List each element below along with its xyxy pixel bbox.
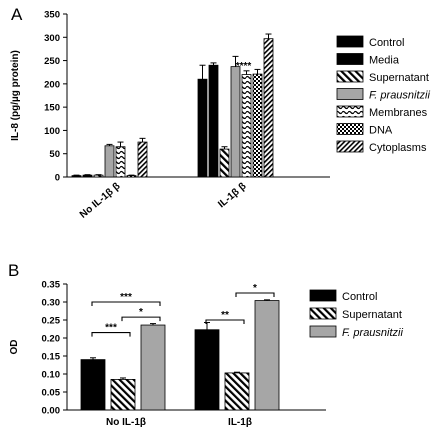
legend-label-supernatant: Supernatant <box>342 309 402 321</box>
legend-swatch-media <box>336 53 364 65</box>
legend-label-control: Control <box>369 37 404 49</box>
legend-label-media: Media <box>369 55 400 67</box>
legend-swatch-supernatant <box>309 307 337 320</box>
significance-bracket <box>91 332 131 337</box>
legend-swatch-supernatant <box>336 70 364 83</box>
legend-label-dna: DNA <box>369 125 393 137</box>
bar-supernatant <box>93 174 104 178</box>
y-axis-title: IL-8 (pg/µg protein) <box>10 50 21 141</box>
significance-label: ** <box>221 310 229 321</box>
category-label: IL-1β <box>228 417 252 428</box>
bar-cytoplasms <box>263 38 274 178</box>
category-label: IL-1β β <box>216 181 248 210</box>
significance-bracket <box>121 316 161 322</box>
legend-swatch-f-prausnitzii <box>309 325 337 338</box>
legend-label-f-prausnitzii: F. prausnitzii <box>342 327 403 339</box>
significance-bracket <box>235 292 275 297</box>
legend-swatch-control <box>309 289 337 302</box>
significance-label: * <box>139 307 143 318</box>
y-tick-label: 0.05 <box>42 388 61 399</box>
bar-f-prausnitzii <box>254 300 280 411</box>
panel-b-label: B <box>8 261 19 280</box>
significance-bracket <box>91 301 161 306</box>
y-tick-label: 0.35 <box>42 280 61 291</box>
chart-b: 0.00 0.05 0.10 0.15 0.20 0.25 0.30 0.35 OD No IL-… <box>9 280 403 429</box>
y-tick-label: 0.30 <box>42 298 61 309</box>
significance-label: *** <box>120 292 132 303</box>
y-tick-label: 0.25 <box>42 316 61 327</box>
y-tick-label: 100 <box>44 126 60 137</box>
legend-label-supernatant: Supernatant <box>369 72 429 84</box>
legend-label-f-prausnitzii: F. prausnitzii <box>369 90 430 102</box>
bar-supernatant <box>110 378 136 411</box>
bar-dna <box>126 175 137 178</box>
legend-label-control: Control <box>342 291 377 303</box>
bar-media <box>82 174 93 178</box>
legend-swatch-control <box>336 35 364 48</box>
y-tick-label: 300 <box>44 33 60 44</box>
y-tick-label: 350 <box>44 10 60 21</box>
legend-label-cytoplasms: Cytoplasms <box>369 142 427 154</box>
bar-control <box>71 175 82 178</box>
legend-swatch-membranes <box>336 105 364 118</box>
bar-media <box>208 64 219 178</box>
y-tick-label: 200 <box>44 79 60 90</box>
legend-swatch-f-prausnitzii <box>336 88 364 100</box>
bar-supernatant <box>224 372 250 411</box>
bar-supernatant <box>219 148 230 178</box>
chart-a: 0 50 100 150 200 250 300 350 IL-8 (pg/µg protein… <box>10 10 430 221</box>
bar-dna <box>252 73 263 178</box>
y-tick-label: 0.10 <box>42 370 61 381</box>
bar-membranes <box>241 74 252 178</box>
y-axis-title: OD <box>9 340 20 355</box>
legend-swatch-cytoplasms <box>336 140 364 153</box>
bar-control <box>197 78 208 178</box>
bar-f-prausnitzii <box>230 66 241 178</box>
y-tick-label: 150 <box>44 103 60 114</box>
panel-a-label: A <box>11 5 23 24</box>
significance-bracket <box>205 319 245 324</box>
bar-control <box>80 359 106 411</box>
bar-cytoplasms <box>137 141 148 178</box>
significance-label: *** <box>105 323 117 334</box>
y-tick-label: 0.20 <box>42 334 61 345</box>
y-tick-label: 0.15 <box>42 352 61 363</box>
legend-label-membranes: Membranes <box>369 107 428 119</box>
significance-annotation: **** <box>236 61 252 72</box>
y-tick-label: 50 <box>49 149 60 160</box>
bar-membranes <box>115 146 126 178</box>
bar-control <box>194 329 220 411</box>
category-label: No IL-1β β <box>78 181 123 221</box>
category-label: No IL-1β <box>106 417 146 428</box>
y-tick-label: 0.00 <box>42 406 61 417</box>
significance-label: * <box>253 283 257 294</box>
y-tick-label: 250 <box>44 56 60 67</box>
bar-f-prausnitzii <box>140 324 166 411</box>
bar-f-prausnitzii <box>104 145 115 178</box>
legend-swatch-dna <box>336 123 364 135</box>
y-tick-label: 0 <box>55 173 60 184</box>
